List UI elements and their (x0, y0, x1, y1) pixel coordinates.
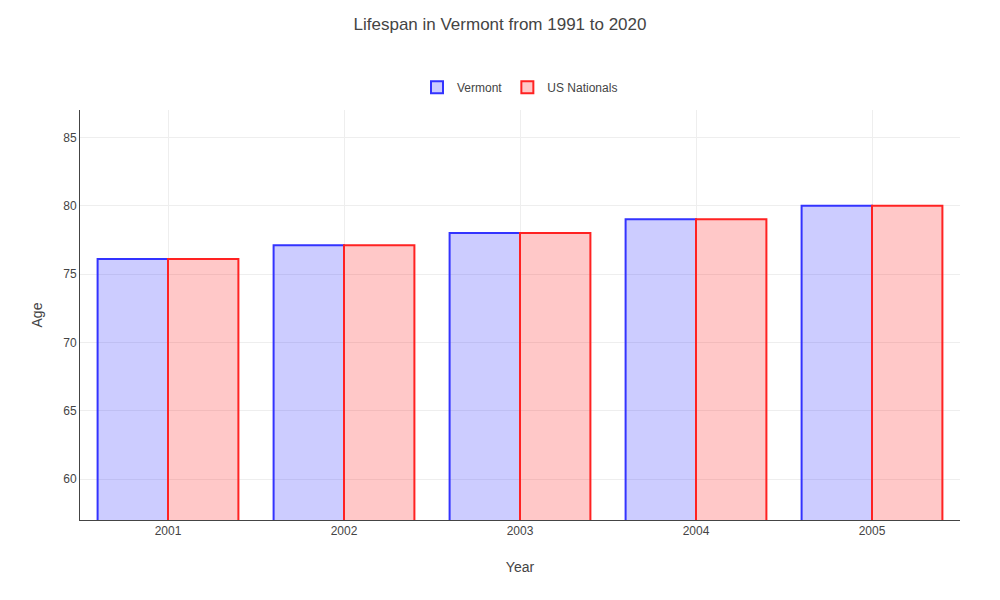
svg-text:60: 60 (63, 472, 77, 486)
svg-text:75: 75 (63, 267, 77, 281)
svg-text:2005: 2005 (859, 524, 886, 538)
svg-text:US Nationals: US Nationals (547, 81, 617, 95)
svg-text:Vermont: Vermont (457, 81, 502, 95)
svg-text:85: 85 (63, 131, 77, 145)
svg-text:2004: 2004 (683, 524, 710, 538)
svg-text:Age: Age (29, 302, 45, 327)
svg-text:2001: 2001 (155, 524, 182, 538)
svg-text:2003: 2003 (507, 524, 534, 538)
svg-text:Lifespan in Vermont from 1991: Lifespan in Vermont from 1991 to 2020 (354, 15, 647, 34)
svg-text:80: 80 (63, 199, 77, 213)
svg-text:65: 65 (63, 404, 77, 418)
svg-text:Year: Year (506, 559, 535, 575)
svg-text:2002: 2002 (331, 524, 358, 538)
svg-text:70: 70 (63, 336, 77, 350)
